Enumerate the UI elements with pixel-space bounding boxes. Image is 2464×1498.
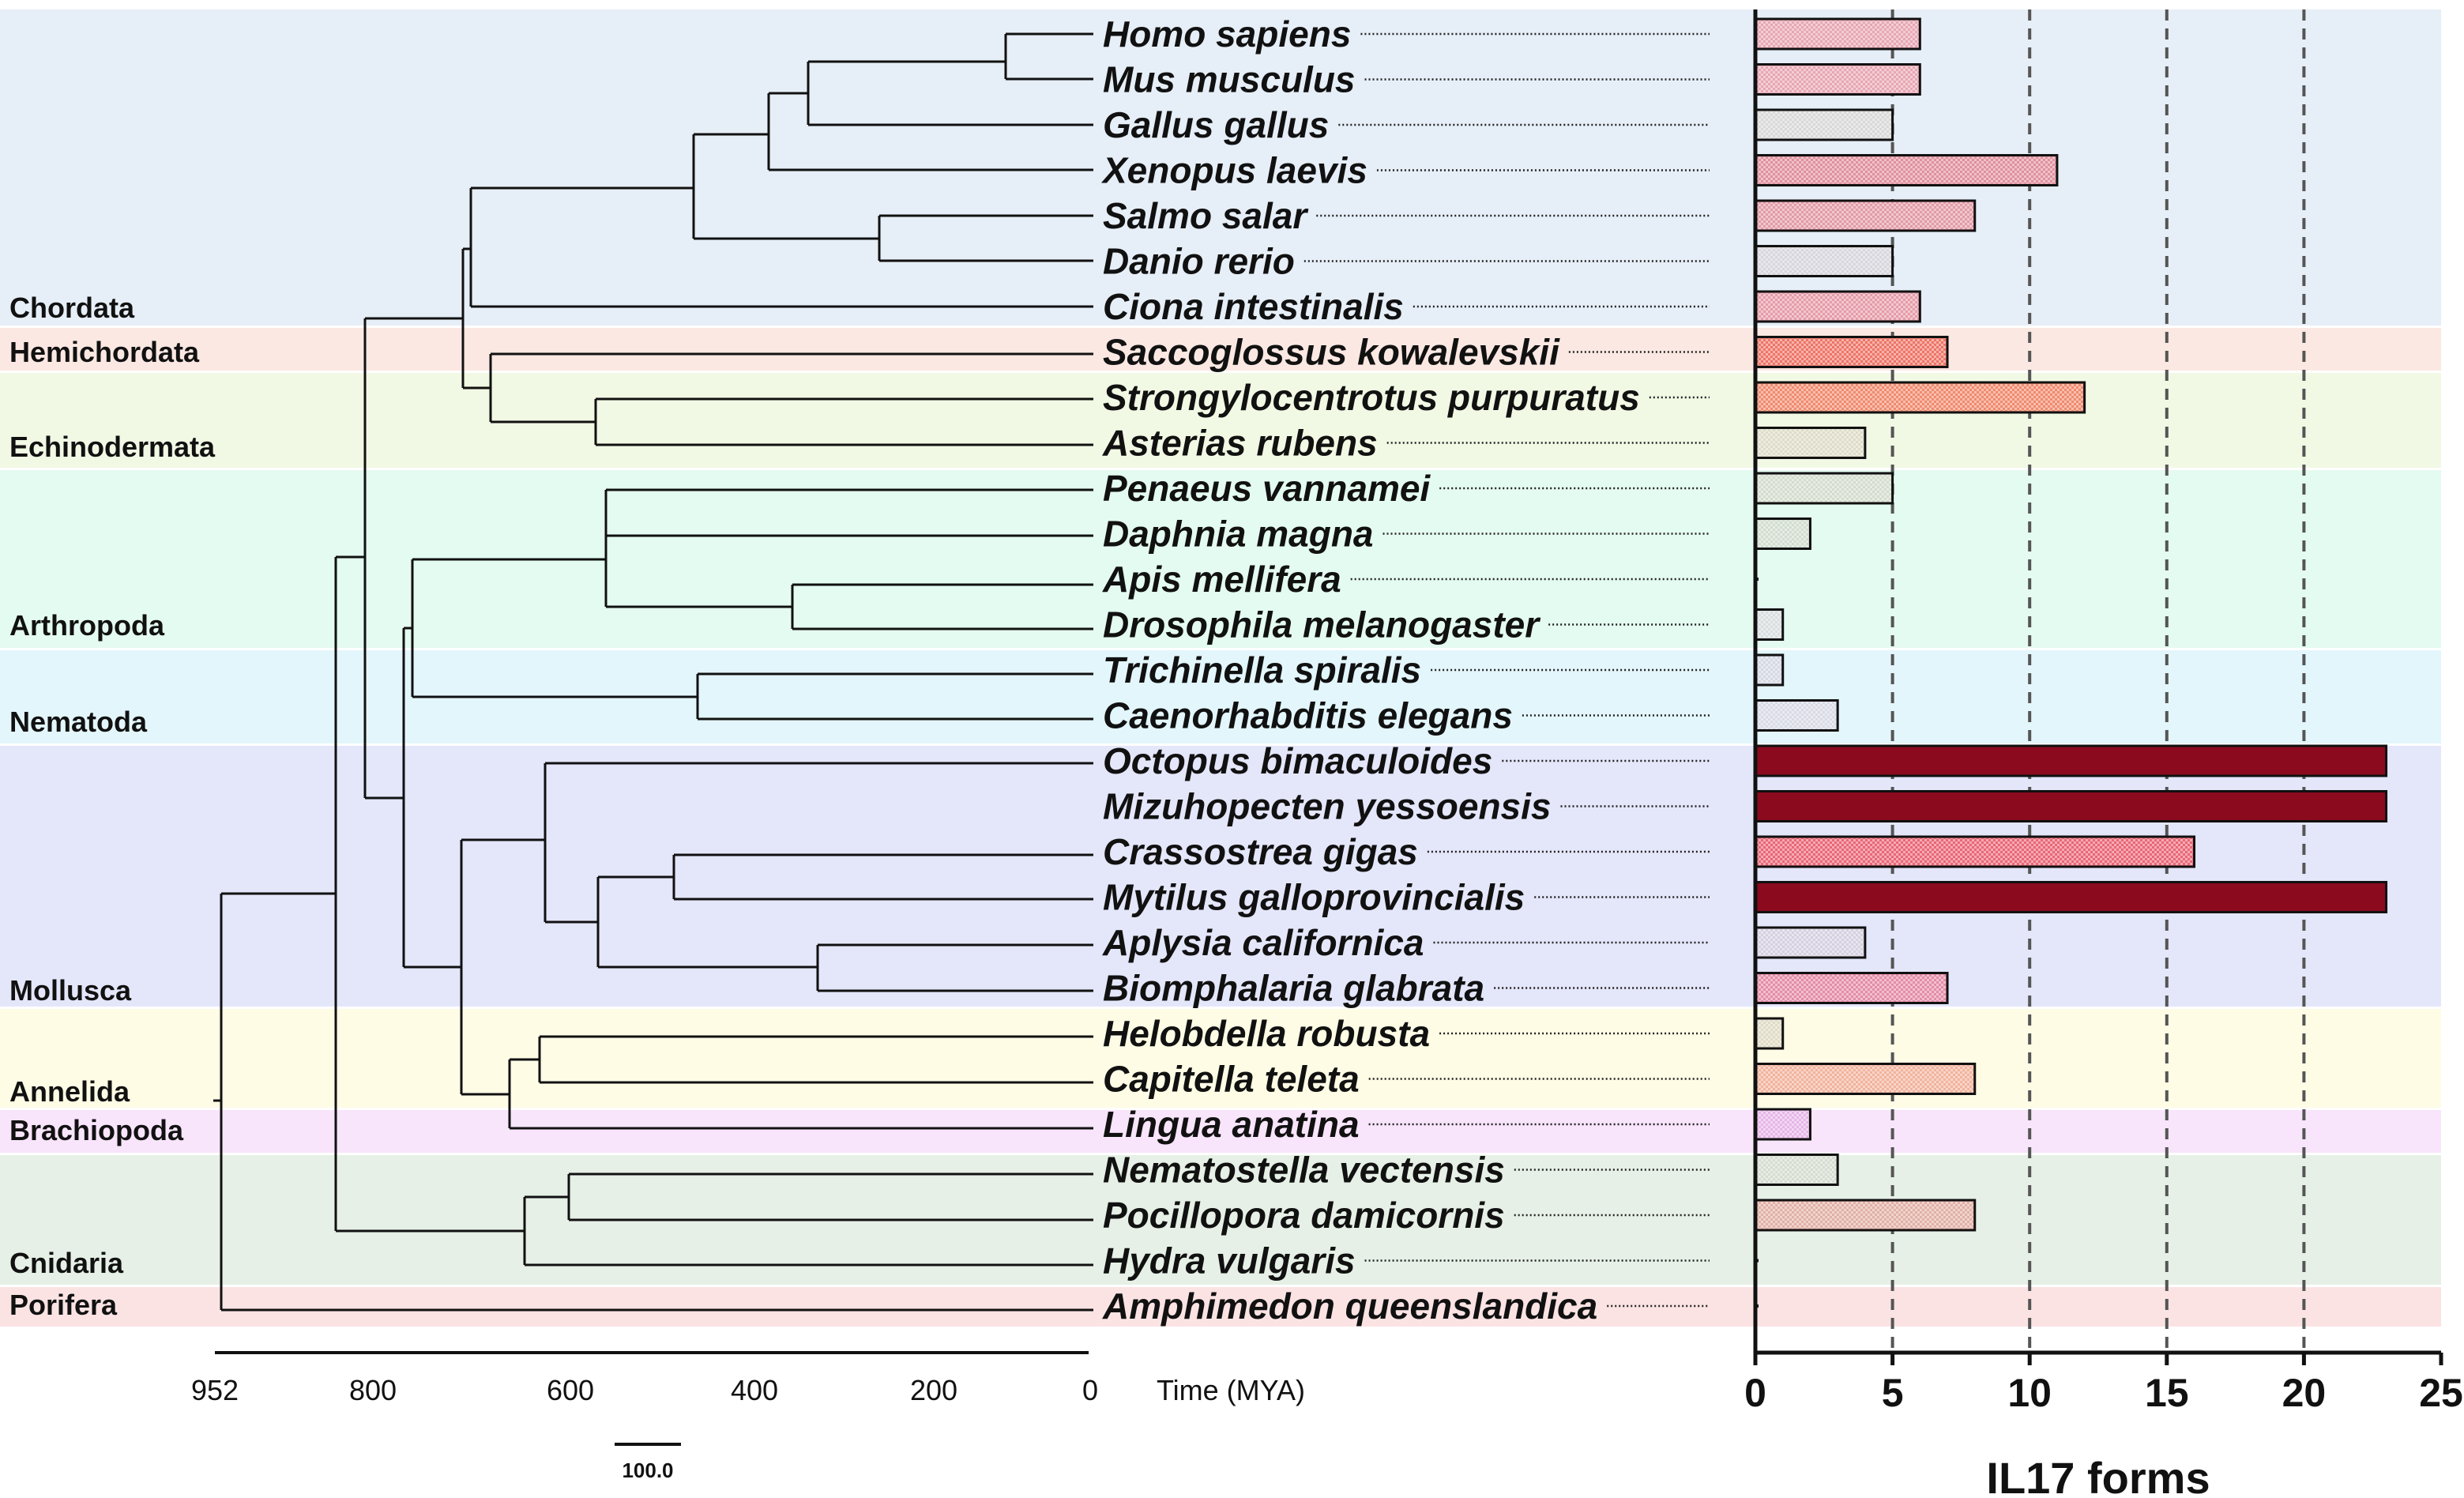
species-label: Crassostrea gigas — [1103, 831, 1418, 872]
clade-label-nematoda: Nematoda — [9, 706, 148, 738]
time-axis: 952 800 600 400 200 0 Time (MYA) 100.0 — [191, 1351, 1305, 1482]
clade-labels: Chordata Hemichordata Echinodermata Arth… — [9, 292, 216, 1321]
species-label: Mytilus galloprovincialis — [1103, 877, 1525, 918]
bar-texture — [1757, 21, 1919, 47]
band-mollusca — [0, 746, 2441, 1007]
clade-label-cnidaria: Cnidaria — [9, 1247, 124, 1279]
bar-texture — [1757, 156, 2056, 184]
bar-texture — [1757, 1202, 1973, 1229]
species-label: Helobdella robusta — [1103, 1013, 1430, 1054]
bar-texture — [1757, 338, 1947, 366]
species-label: Xenopus laevis — [1100, 150, 1367, 191]
time-tick-200: 200 — [910, 1374, 957, 1406]
time-tick-400: 400 — [731, 1374, 778, 1406]
time-axis-label: Time (MYA) — [1157, 1374, 1305, 1406]
time-tick-600: 600 — [547, 1374, 594, 1406]
phylogenetic-tree — [213, 32, 1093, 1312]
species-label: Octopus bimaculoides — [1103, 740, 1492, 781]
band-porifera — [0, 1287, 2441, 1327]
clade-label-annelida: Annelida — [9, 1075, 130, 1108]
clade-label-brachiopoda: Brachiopoda — [9, 1114, 184, 1146]
species-label: Capitella teleta — [1103, 1059, 1360, 1100]
bar-texture — [1757, 974, 1947, 1002]
band-cnidaria — [0, 1155, 2441, 1285]
bar-texture — [1757, 1065, 1973, 1093]
species-label: Caenorhabditis elegans — [1103, 695, 1513, 736]
time-tick-952: 952 — [191, 1374, 239, 1406]
band-hemichordata — [0, 328, 2441, 371]
species-label: Penaeus vannamei — [1103, 468, 1431, 509]
bars — [1754, 17, 2388, 1308]
bar-texture — [1757, 475, 1891, 502]
tree-branches — [213, 32, 1093, 1312]
bar-texture — [1757, 929, 1864, 956]
time-tick-800: 800 — [349, 1374, 397, 1406]
bar-texture — [1757, 66, 1919, 93]
bar-texture — [1757, 111, 1891, 138]
species-label: Asterias rubens — [1102, 423, 1378, 464]
reference-lines — [1890, 9, 2306, 1349]
band-brachiopoda — [0, 1110, 2441, 1153]
species-label: Nematostella vectensis — [1103, 1150, 1505, 1191]
bar-texture — [1757, 202, 1973, 229]
scale-bar-label: 100.0 — [622, 1458, 673, 1482]
bar-texture — [1757, 657, 1781, 683]
bar-chart: 0 5 10 15 20 25 IL17 forms — [1744, 9, 2463, 1498]
clade-label-chordata: Chordata — [9, 292, 135, 324]
bar-octopus-bimaculoides — [1754, 744, 2388, 777]
species-label: Mizuhopecten yessoensis — [1103, 786, 1552, 827]
species-label: Apis mellifera — [1102, 559, 1341, 600]
clade-label-porifera: Porifera — [9, 1289, 118, 1321]
x-tick-label: 25 — [2419, 1371, 2463, 1415]
bar-texture — [1757, 520, 1809, 548]
species-label: Salmo salar — [1103, 195, 1308, 236]
clade-label-hemichordata: Hemichordata — [9, 336, 200, 368]
species-label: Hydra vulgaris — [1103, 1240, 1356, 1282]
species-label: Strongylocentrotus purpuratus — [1103, 377, 1640, 418]
bar-texture — [1757, 384, 2083, 411]
clade-label-mollusca: Mollusca — [9, 974, 132, 1007]
species-label: Amphimedon queenslandica — [1102, 1285, 1597, 1327]
species-label: Lingua anatina — [1103, 1104, 1360, 1145]
bar-texture — [1757, 1156, 1837, 1184]
species-label: Mus musculus — [1103, 59, 1356, 100]
band-arthropoda — [0, 470, 2441, 648]
x-axis-title: IL17 forms — [1986, 1453, 2210, 1498]
species-label: Ciona intestinalis — [1103, 286, 1404, 327]
x-tick-label: 5 — [1882, 1371, 1904, 1415]
clade-bands — [0, 9, 2441, 1327]
x-tick-label: 15 — [2145, 1371, 2189, 1415]
x-tick-label: 20 — [2282, 1371, 2327, 1415]
bar-texture — [1757, 838, 2193, 865]
bar-mytilus-galloprovincialis — [1754, 881, 2388, 913]
clade-label-arthropoda: Arthropoda — [9, 609, 165, 642]
band-nematoda — [0, 650, 2441, 743]
species-label: Biomphalaria glabrata — [1103, 968, 1484, 1009]
species-label: Homo sapiens — [1103, 13, 1351, 55]
bar-mizuhopecten-yessoensis — [1754, 790, 2388, 822]
bar-texture — [1757, 429, 1864, 457]
bar-texture — [1757, 702, 1837, 729]
bar-texture — [1757, 1020, 1781, 1047]
bar-texture — [1757, 247, 1891, 275]
bar-texture — [1757, 1111, 1809, 1138]
species-label: Drosophila melanogaster — [1103, 604, 1540, 645]
species-label: Aplysia californica — [1102, 922, 1424, 963]
band-annelida — [0, 1009, 2441, 1108]
species-label: Gallus gallus — [1103, 104, 1329, 145]
species-label: Pocillopora damicornis — [1103, 1195, 1505, 1236]
species-label: Saccoglossus kowalevskii — [1103, 332, 1560, 373]
time-tick-0: 0 — [1082, 1374, 1098, 1406]
x-tick-label: 0 — [1744, 1371, 1766, 1415]
clade-label-echinodermata: Echinodermata — [9, 431, 216, 463]
x-tick-label: 10 — [2007, 1371, 2052, 1415]
bar-texture — [1757, 611, 1781, 638]
bar-texture — [1757, 293, 1919, 320]
species-label: Daphnia magna — [1103, 514, 1374, 555]
species-label: Trichinella spiralis — [1103, 649, 1421, 691]
species-label: Danio rerio — [1103, 241, 1295, 282]
x-axis-ticks: 0 5 10 15 20 25 — [1744, 1353, 2463, 1415]
